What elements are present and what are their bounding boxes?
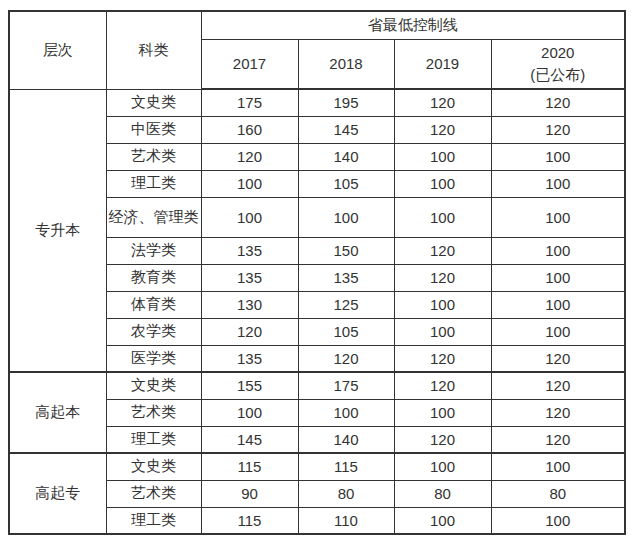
score-cell: 100 bbox=[394, 507, 491, 534]
score-cell: 135 bbox=[201, 345, 298, 372]
level-cell: 高起专 bbox=[9, 453, 106, 534]
score-cell: 100 bbox=[491, 143, 625, 170]
category-cell: 文史类 bbox=[106, 453, 201, 480]
score-cell: 120 bbox=[491, 399, 625, 426]
score-cell: 100 bbox=[491, 318, 625, 345]
score-cell: 145 bbox=[298, 116, 394, 143]
score-cell: 100 bbox=[491, 197, 625, 237]
score-cell: 120 bbox=[201, 143, 298, 170]
category-cell: 理工类 bbox=[106, 507, 201, 534]
score-cell: 100 bbox=[394, 143, 491, 170]
header-level: 层次 bbox=[9, 11, 106, 89]
category-cell: 艺术类 bbox=[106, 399, 201, 426]
score-cell: 100 bbox=[491, 237, 625, 264]
score-cell: 80 bbox=[394, 480, 491, 507]
score-cell: 115 bbox=[298, 453, 394, 480]
score-cell: 120 bbox=[394, 89, 491, 116]
score-cell: 110 bbox=[298, 507, 394, 534]
score-cell: 120 bbox=[491, 426, 625, 453]
score-cell: 100 bbox=[491, 264, 625, 291]
score-cell: 150 bbox=[298, 237, 394, 264]
score-cell: 100 bbox=[201, 170, 298, 197]
category-cell: 经济、管理类 bbox=[106, 197, 201, 237]
score-cell: 100 bbox=[394, 197, 491, 237]
category-cell: 教育类 bbox=[106, 264, 201, 291]
category-cell: 法学类 bbox=[106, 237, 201, 264]
score-cell: 105 bbox=[298, 170, 394, 197]
page: 层次 科类 省最低控制线 2017 2018 2019 2020 (已公布) 专… bbox=[0, 0, 632, 539]
category-cell: 理工类 bbox=[106, 170, 201, 197]
score-cell: 115 bbox=[201, 507, 298, 534]
score-cell: 175 bbox=[298, 372, 394, 399]
table-row: 专升本文史类175195120120 bbox=[9, 89, 625, 116]
score-cell: 155 bbox=[201, 372, 298, 399]
score-cell: 130 bbox=[201, 291, 298, 318]
score-cell: 120 bbox=[394, 237, 491, 264]
score-cell: 135 bbox=[298, 264, 394, 291]
header-year-2018: 2018 bbox=[298, 39, 394, 89]
score-cell: 100 bbox=[491, 291, 625, 318]
category-cell: 农学类 bbox=[106, 318, 201, 345]
score-cell: 100 bbox=[394, 170, 491, 197]
score-cell: 100 bbox=[394, 291, 491, 318]
score-cell: 120 bbox=[394, 345, 491, 372]
table-row: 高起专文史类115115100100 bbox=[9, 453, 625, 480]
category-cell: 体育类 bbox=[106, 291, 201, 318]
category-cell: 文史类 bbox=[106, 89, 201, 116]
score-cell: 120 bbox=[298, 345, 394, 372]
header-group-min-control-line: 省最低控制线 bbox=[201, 11, 625, 39]
table-body: 专升本文史类175195120120中医类160145120120艺术类1201… bbox=[9, 89, 625, 534]
level-cell: 高起本 bbox=[9, 372, 106, 453]
header-category: 科类 bbox=[106, 11, 201, 89]
category-cell: 中医类 bbox=[106, 116, 201, 143]
category-cell: 艺术类 bbox=[106, 480, 201, 507]
score-cell: 80 bbox=[491, 480, 625, 507]
header-year-2019: 2019 bbox=[394, 39, 491, 89]
score-cell: 140 bbox=[298, 143, 394, 170]
score-cell: 120 bbox=[394, 264, 491, 291]
header-year-2020: 2020 (已公布) bbox=[491, 39, 625, 89]
score-cell: 100 bbox=[491, 170, 625, 197]
category-cell: 医学类 bbox=[106, 345, 201, 372]
score-cell: 80 bbox=[298, 480, 394, 507]
score-cell: 100 bbox=[491, 453, 625, 480]
min-control-line-table: 层次 科类 省最低控制线 2017 2018 2019 2020 (已公布) 专… bbox=[8, 10, 626, 535]
score-cell: 135 bbox=[201, 264, 298, 291]
score-cell: 120 bbox=[491, 345, 625, 372]
score-cell: 100 bbox=[491, 507, 625, 534]
score-cell: 100 bbox=[201, 197, 298, 237]
score-cell: 195 bbox=[298, 89, 394, 116]
level-cell: 专升本 bbox=[9, 89, 106, 372]
score-cell: 160 bbox=[201, 116, 298, 143]
category-cell: 理工类 bbox=[106, 426, 201, 453]
score-cell: 90 bbox=[201, 480, 298, 507]
score-cell: 120 bbox=[491, 372, 625, 399]
score-cell: 175 bbox=[201, 89, 298, 116]
score-cell: 100 bbox=[394, 453, 491, 480]
score-cell: 140 bbox=[298, 426, 394, 453]
score-cell: 120 bbox=[201, 318, 298, 345]
category-cell: 艺术类 bbox=[106, 143, 201, 170]
score-cell: 120 bbox=[491, 89, 625, 116]
score-cell: 120 bbox=[394, 372, 491, 399]
score-cell: 115 bbox=[201, 453, 298, 480]
score-cell: 100 bbox=[201, 399, 298, 426]
score-cell: 100 bbox=[394, 399, 491, 426]
score-cell: 120 bbox=[491, 116, 625, 143]
score-cell: 145 bbox=[201, 426, 298, 453]
header-year-2017: 2017 bbox=[201, 39, 298, 89]
category-cell: 文史类 bbox=[106, 372, 201, 399]
score-cell: 120 bbox=[394, 426, 491, 453]
table-row: 高起本文史类155175120120 bbox=[9, 372, 625, 399]
score-cell: 100 bbox=[298, 197, 394, 237]
score-cell: 105 bbox=[298, 318, 394, 345]
score-cell: 100 bbox=[394, 318, 491, 345]
score-cell: 120 bbox=[394, 116, 491, 143]
score-cell: 135 bbox=[201, 237, 298, 264]
score-cell: 125 bbox=[298, 291, 394, 318]
score-cell: 100 bbox=[298, 399, 394, 426]
header-year-2020-line2: (已公布) bbox=[494, 64, 623, 86]
header-year-2020-line1: 2020 bbox=[494, 42, 623, 64]
